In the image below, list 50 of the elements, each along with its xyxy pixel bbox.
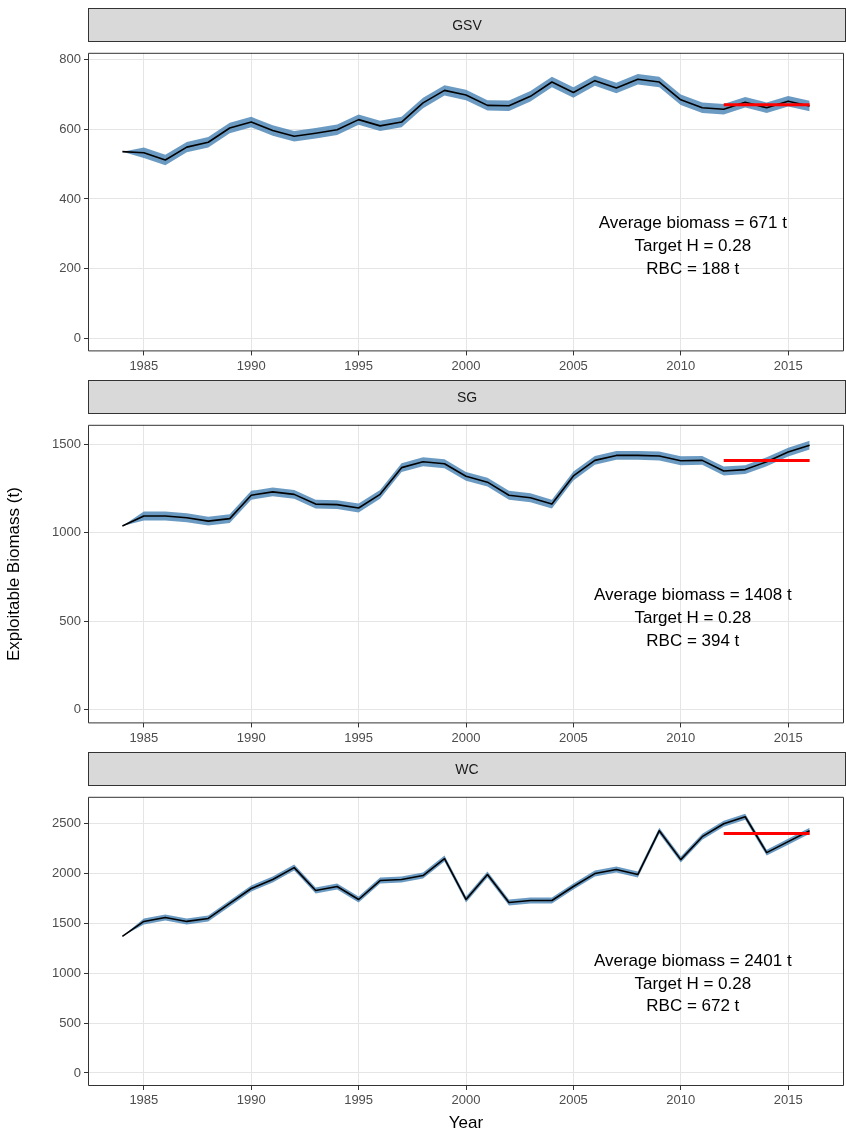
x-tick-label: 2005 [558, 1092, 588, 1108]
x-tick-label: 2005 [558, 729, 588, 745]
y-axis-title: Exploitable Biomass (t) [3, 487, 23, 662]
y-tick-label: 0 [73, 1064, 81, 1080]
x-tick-label: 2000 [451, 729, 481, 745]
chart-title: SG [88, 380, 846, 414]
y-tick-label: 500 [59, 612, 81, 628]
x-tick-label: 1995 [344, 729, 374, 745]
y-tick-label: 2500 [52, 815, 81, 831]
x-tick-label: 1985 [129, 357, 159, 373]
y-tick-label: 1500 [52, 914, 81, 930]
y-tick-label: 1000 [52, 964, 81, 980]
x-tick-label: 1995 [344, 1092, 374, 1108]
y-tick-label: 0 [73, 701, 81, 717]
x-axis-title: Year [448, 1113, 484, 1133]
y-tick-label: 400 [59, 190, 81, 206]
y-tick-label: 600 [59, 120, 81, 136]
x-tick-label: 2010 [666, 1092, 696, 1108]
annotation: RBC = 188 t [646, 259, 740, 279]
x-tick-label: 2015 [773, 357, 803, 373]
annotation: RBC = 394 t [646, 631, 740, 651]
annotation: Average biomass = 2401 t [593, 951, 792, 971]
y-tick-label: 500 [59, 1014, 81, 1030]
x-tick-label: 2000 [451, 1092, 481, 1108]
x-tick-label: 1990 [236, 357, 266, 373]
annotation: Target H = 0.28 [634, 973, 752, 993]
annotation: Target H = 0.28 [634, 607, 752, 627]
y-tick-label: 1000 [52, 524, 81, 540]
annotation: Average biomass = 671 t [598, 212, 788, 232]
chart-title: GSV [88, 8, 846, 42]
x-tick-label: 2015 [773, 729, 803, 745]
x-tick-label: 1990 [236, 729, 266, 745]
annotation: Target H = 0.28 [634, 235, 752, 255]
x-tick-label: 1985 [129, 729, 159, 745]
y-tick-label: 200 [59, 260, 81, 276]
y-tick-label: 2000 [52, 865, 81, 881]
x-tick-label: 2015 [773, 1092, 803, 1108]
y-tick-label: 0 [73, 329, 81, 345]
x-tick-label: 1985 [129, 1092, 159, 1108]
y-tick-label: 1500 [52, 435, 81, 451]
x-tick-label: 2010 [666, 729, 696, 745]
x-tick-label: 2010 [666, 357, 696, 373]
x-tick-label: 1990 [236, 1092, 266, 1108]
x-tick-label: 2005 [558, 357, 588, 373]
x-tick-label: 2000 [451, 357, 481, 373]
annotation: RBC = 672 t [646, 996, 740, 1016]
annotation: Average biomass = 1408 t [593, 584, 792, 604]
chart-title: WC [88, 752, 846, 786]
y-tick-label: 800 [59, 51, 81, 67]
x-tick-label: 1995 [344, 357, 374, 373]
